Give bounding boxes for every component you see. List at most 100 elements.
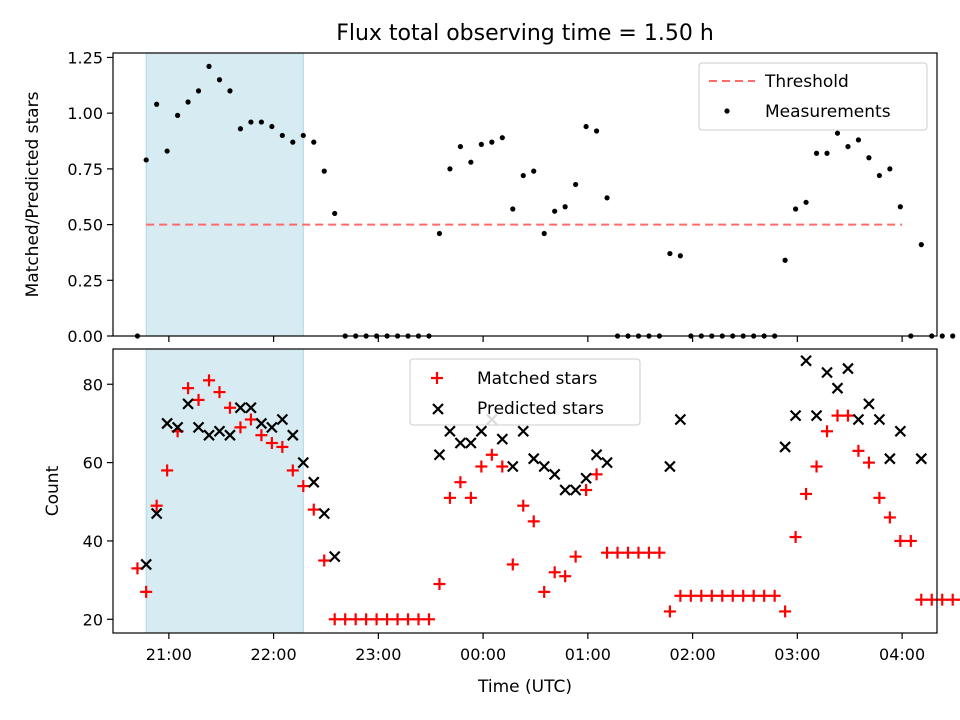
matched-star-point: [957, 598, 960, 601]
x-tick-label: 00:00: [460, 645, 506, 664]
predicted-star-point: [276, 413, 289, 426]
measurement-point: [237, 126, 244, 132]
matched-star-point: [318, 554, 331, 567]
measurement-point: [216, 77, 223, 83]
x-axis-ticks: 21:00 22:00 23:00 00:00 01:00 02:00 03:00 04:00: [146, 633, 925, 664]
predicted-star-point: [328, 550, 341, 563]
matched-star-point: [412, 613, 425, 626]
matched-star-point: [642, 546, 655, 559]
matched-star-point: [223, 401, 236, 414]
matched-star-point: [328, 613, 341, 626]
measurement-point: [531, 168, 537, 174]
matched-star-point: [915, 593, 928, 606]
legend: Matched stars Predicted stars: [409, 358, 641, 426]
matched-star-point: [580, 484, 593, 497]
measurement-point: [311, 139, 317, 145]
measurement-point: [468, 159, 474, 165]
measurement-point: [667, 250, 673, 257]
y-tick-label: 40: [83, 532, 103, 551]
legend-box: [409, 358, 641, 426]
legend-measurement-label: Measurements: [765, 102, 891, 122]
y-tick-label: 80: [83, 375, 103, 394]
matched-star-point: [632, 546, 645, 559]
matched-star-point: [862, 456, 875, 469]
measurement-point: [185, 99, 191, 105]
matched-star-point: [705, 589, 718, 602]
measurement-point: [583, 123, 589, 130]
matched-star-point: [873, 491, 886, 504]
measurement-point: [824, 150, 830, 156]
matched-star-point: [674, 589, 687, 602]
matched-star-point: [203, 374, 216, 387]
chart-title: Flux total observing time = 1.50 h: [336, 21, 714, 46]
measurement-point: [845, 143, 851, 150]
measurement-point: [489, 139, 495, 145]
predicted-star-point: [884, 452, 896, 465]
predicted-star-point: [182, 398, 194, 410]
measurement-point: [321, 168, 327, 174]
predicted-star-point: [915, 452, 928, 465]
predicted-star-point: [527, 452, 540, 465]
matched-star-point: [370, 613, 383, 626]
measurement-point: [887, 166, 893, 172]
matched-star-point: [611, 546, 624, 559]
measurement-point: [499, 135, 505, 141]
measurement-point: [478, 141, 484, 147]
matched-star-point: [925, 593, 938, 606]
matched-star-point: [810, 460, 823, 473]
measurement-point: [332, 210, 338, 217]
predicted-star-point: [203, 429, 215, 441]
matched-star-point: [559, 570, 572, 583]
predicted-star-point: [318, 507, 331, 520]
measurement-point: [918, 242, 924, 248]
predicted-star-point: [444, 425, 456, 438]
measurement-point: [552, 208, 558, 214]
predicted-star-point: [454, 437, 467, 449]
matched-star-point: [391, 613, 404, 626]
predicted-star-point: [213, 425, 226, 438]
matched-star-point: [737, 589, 750, 602]
measurement-points: [134, 63, 956, 339]
ratio-panel: Flux total observing time = 1.50 h 0.000…: [23, 21, 956, 346]
legend: Threshold Measurements: [698, 62, 928, 131]
matched-star-point: [538, 585, 551, 598]
matched-star-point: [601, 546, 614, 559]
matched-star-point: [695, 589, 708, 602]
y-tick-label: 0.00: [67, 327, 103, 346]
measurement-point: [573, 181, 579, 188]
matched-star-point: [402, 613, 415, 626]
matched-star-point: [789, 531, 802, 544]
x-tick-label: 03:00: [774, 645, 820, 664]
predicted-star-point: [517, 425, 530, 438]
x-axis-ticks: [168, 336, 903, 342]
matched-star-point: [349, 613, 362, 626]
matched-star-point: [422, 613, 435, 626]
matched-star-point: [758, 589, 771, 602]
measurement-point: [300, 132, 306, 139]
predicted-star-point: [674, 413, 687, 426]
measurement-point: [279, 132, 285, 139]
matched-star-point: [831, 409, 844, 422]
legend-matched-label: Matched stars: [477, 369, 597, 389]
measurement-point: [447, 166, 453, 172]
matched-star-point: [800, 487, 813, 500]
matched-star-point: [297, 480, 310, 493]
matched-star-point: [569, 550, 582, 563]
x-tick-label: 04:00: [879, 645, 925, 664]
predicted-star-point: [140, 558, 152, 571]
matched-star-point: [894, 534, 907, 547]
measurement-point: [227, 88, 233, 94]
matched-star-point: [360, 613, 373, 626]
matched-star-point: [841, 409, 854, 422]
matched-star-point: [276, 440, 289, 453]
matched-star-point: [527, 515, 540, 528]
matched-star-point: [517, 499, 530, 512]
matched-star-point: [464, 491, 477, 504]
matched-star-point: [716, 589, 729, 602]
plot-frame: [112, 348, 938, 634]
measurement-point: [541, 230, 547, 237]
measurement-point: [269, 123, 275, 130]
predicted-star-point: [548, 468, 561, 481]
shaded-span: [145, 348, 304, 634]
measurement-point: [154, 101, 160, 107]
